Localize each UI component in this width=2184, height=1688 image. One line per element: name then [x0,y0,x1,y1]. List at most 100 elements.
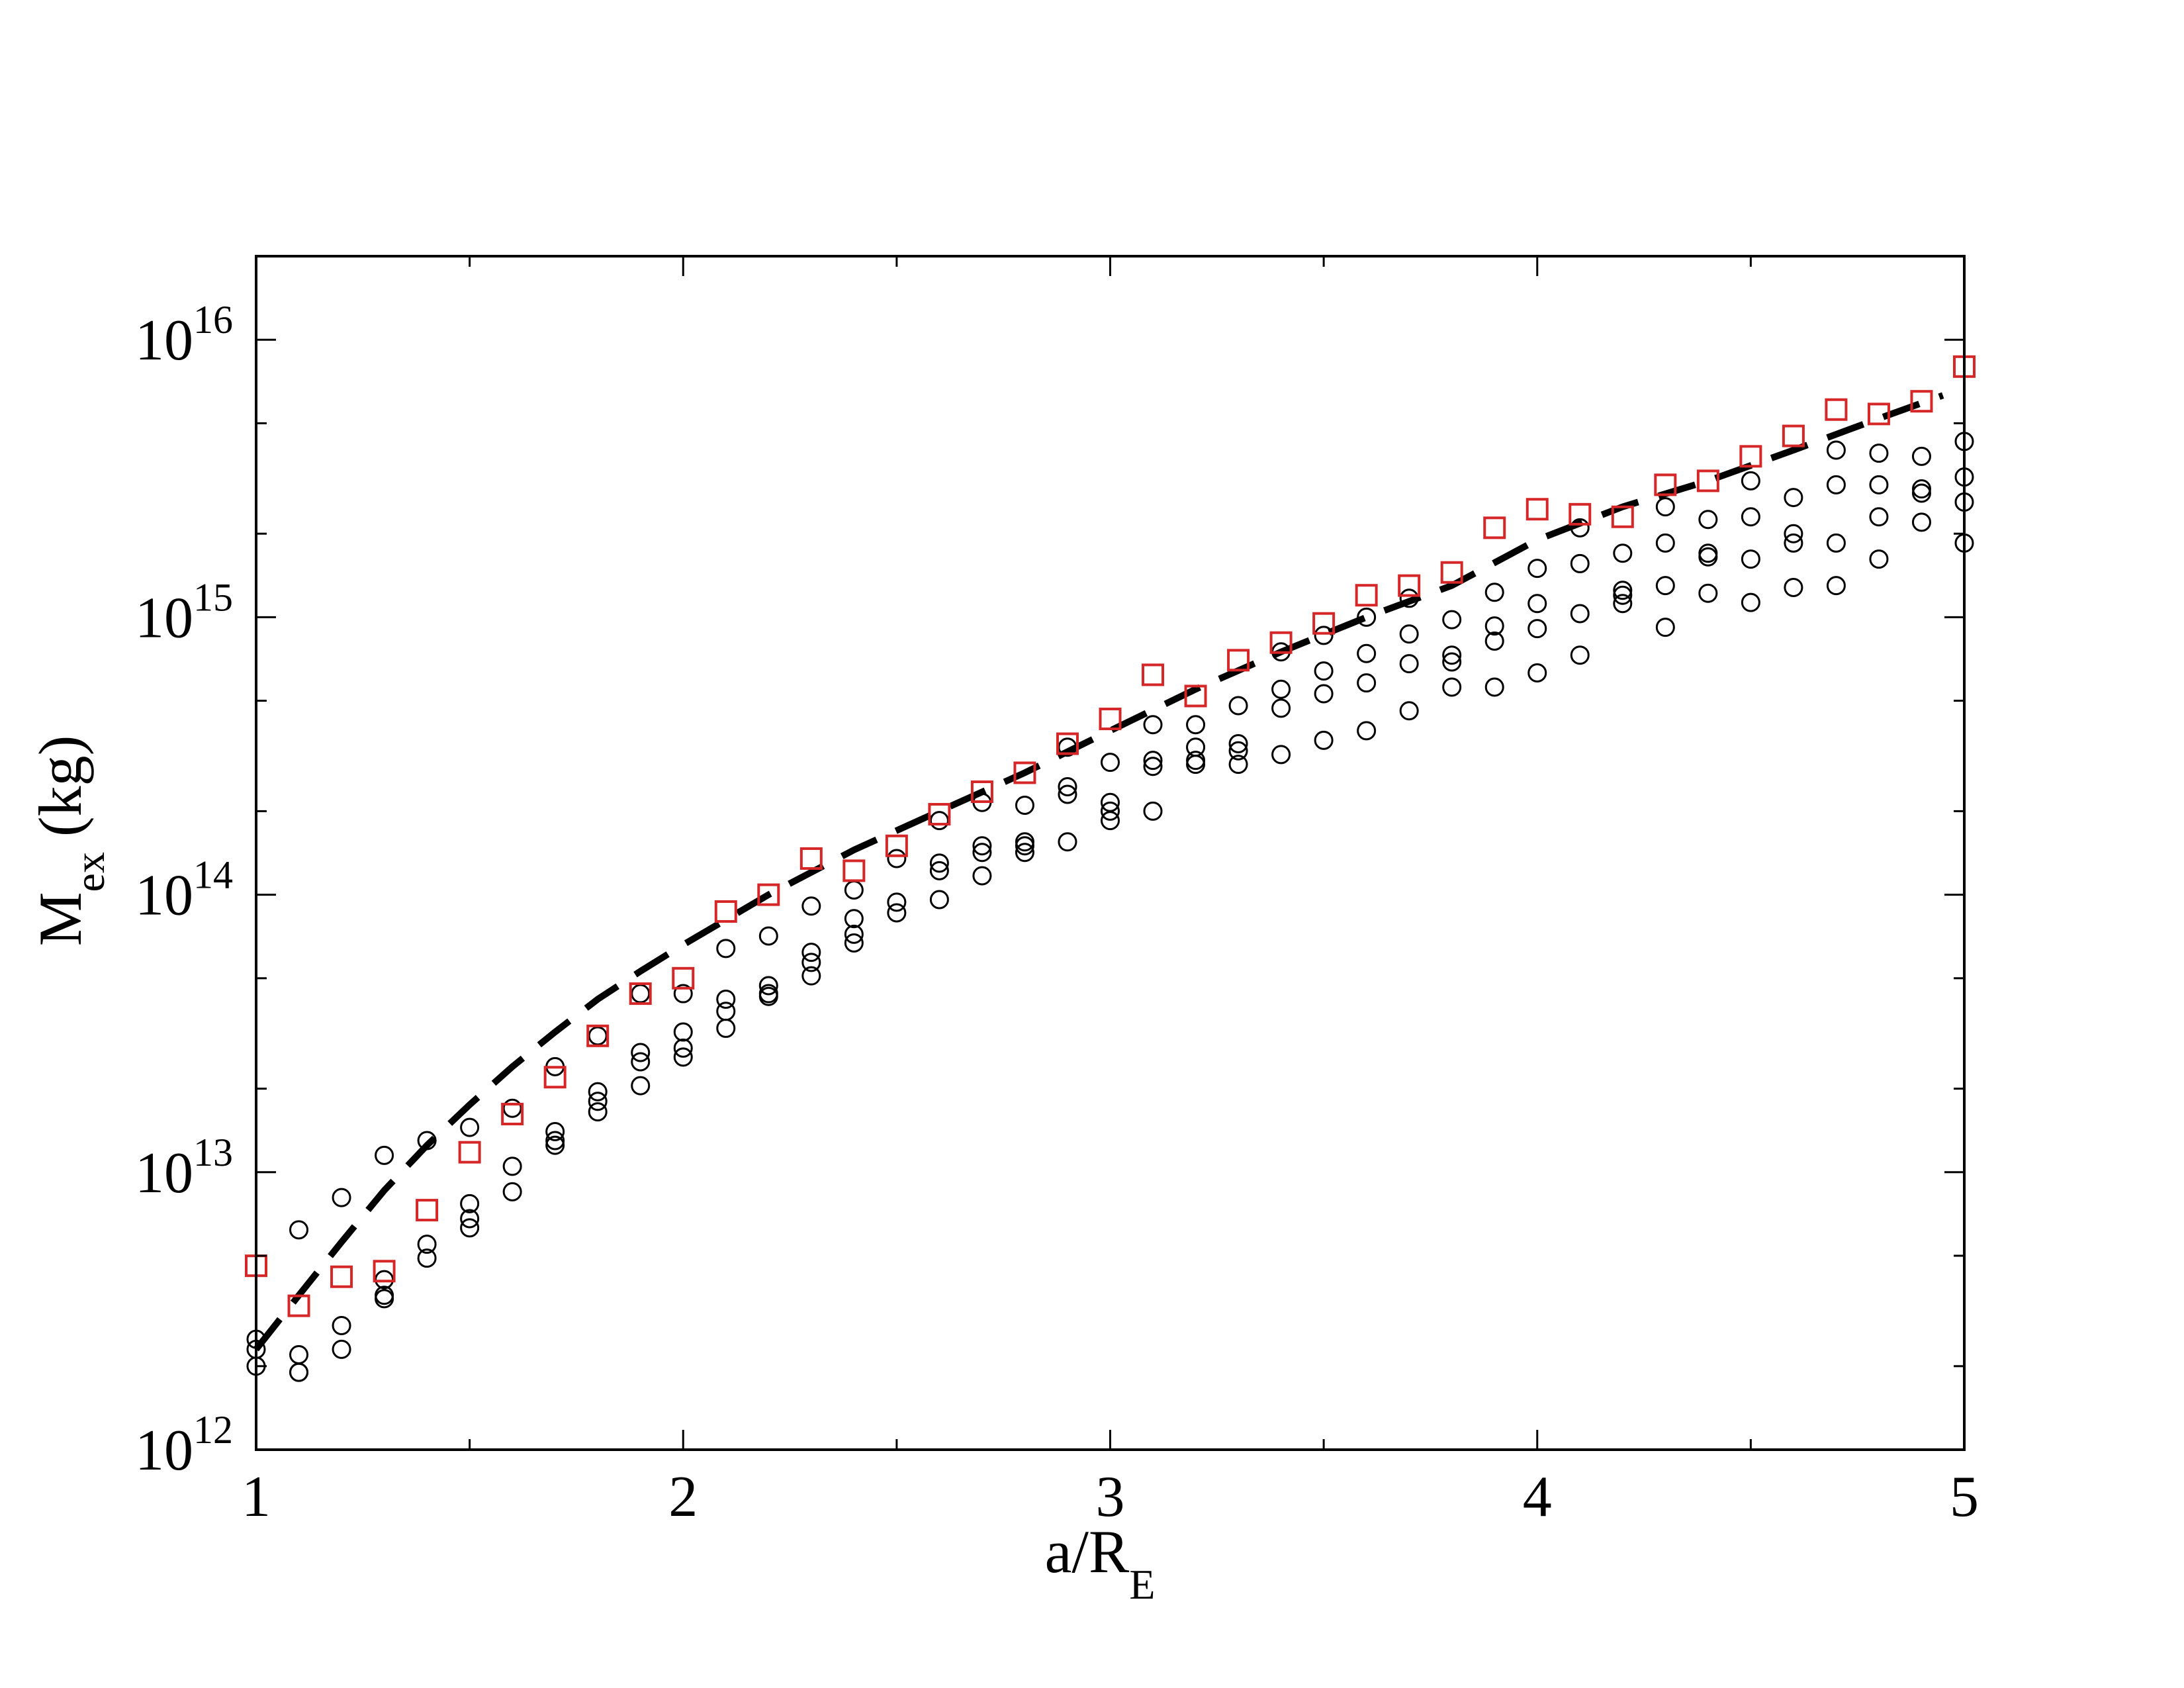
x-tick-label: 4 [1523,1465,1552,1529]
data-point-circle [1527,594,1547,614]
data-point-circle [1527,559,1547,579]
data-point-circle [972,843,992,863]
y-tick-label-exponent: 15 [193,575,233,619]
data-point-square [1739,445,1762,468]
data-point-circle [929,890,949,910]
data-point-circle [1271,745,1291,765]
y-tick-label: 1016 [135,298,233,373]
data-point-circle [375,1270,394,1289]
data-point-square [1056,732,1079,755]
data-point-square [458,1141,481,1164]
data-point-square [1654,473,1677,496]
data-point-circle [417,1248,437,1268]
data-point-circle [1741,507,1760,527]
x-tick-label: 5 [1950,1465,1979,1529]
data-point-circle [1698,547,1718,567]
data-point-circle [1357,721,1377,741]
data-point-circle [545,1122,565,1142]
data-point-circle [1570,604,1590,624]
data-point-square [1483,516,1506,539]
data-point-circle [588,1092,608,1111]
data-point-circle [1655,533,1675,553]
data-point-circle [1869,507,1889,527]
data-point-circle [1015,796,1034,816]
data-point-circle [1826,576,1846,596]
data-point-circle [758,926,778,946]
data-point-circle [1357,673,1377,693]
data-point-circle [1442,652,1462,672]
data-point-circle [1058,776,1077,796]
data-point-circle [375,1145,394,1165]
data-point-circle [716,1018,736,1038]
data-point-circle [1058,784,1077,804]
data-point-circle [929,853,949,873]
data-point-square [1099,708,1122,731]
y-tick-label-exponent: 16 [193,298,233,342]
x-axis-label-sub: E [1129,1561,1155,1608]
y-axis-label: Mex (kg) [26,735,113,947]
y-tick-label-exponent: 14 [193,853,233,897]
data-point-square [1910,390,1933,413]
data-point-circle [417,1235,437,1254]
data-point-circle [631,984,651,1004]
data-point-circle [1784,533,1803,553]
data-point-circle [1186,755,1206,774]
data-point-circle [502,1182,522,1201]
data-point-circle [332,1339,351,1359]
data-point-circle [1228,741,1248,761]
data-point-circle [758,976,778,996]
data-point-circle [1143,715,1163,735]
data-point-circle [460,1209,480,1229]
data-point-circle [1911,512,1931,532]
data-point-square [543,1066,567,1089]
data-point-circle [1741,592,1760,612]
data-point-circle [1484,632,1504,651]
data-point-square [799,847,823,870]
data-point-circle [332,1188,351,1207]
data-point-square [714,900,737,923]
data-point-circle [1784,577,1803,597]
data-point-circle [673,1047,693,1067]
data-point-circle [1442,610,1462,630]
data-point-circle [1314,626,1334,645]
data-point-circle [1058,832,1077,852]
data-point-square [1696,469,1719,492]
data-point-circle [887,903,907,923]
data-point-circle [631,1076,651,1096]
data-point-circle [1784,488,1803,508]
data-point-square [1440,561,1463,584]
data-point-circle [1399,654,1419,674]
data-point-circle [1698,510,1718,530]
data-point-circle [1655,576,1675,596]
data-point-circle [1613,581,1633,600]
data-point-circle [1741,471,1760,491]
data-point-square [970,780,993,804]
data-point-square [373,1260,396,1283]
y-tick-label-exponent: 12 [193,1408,233,1452]
y-axis-label-unit: (kg) [26,735,94,852]
data-point-circle [1613,594,1633,614]
y-tick-label-base: 10 [135,864,193,928]
data-point-circle [1015,843,1034,863]
data-point-circle [1442,645,1462,665]
data-point-circle [1101,801,1120,821]
data-point-circle [631,1043,651,1062]
data-point-circle [588,1082,608,1102]
series-line [253,392,1944,1352]
data-point-circle [1314,730,1334,750]
data-point-square [1312,612,1336,635]
data-point-circle [460,1218,480,1238]
data-point-square [842,859,866,882]
data-point-circle [716,939,736,959]
data-point-circle [1869,549,1889,569]
data-point-circle [1911,479,1931,499]
data-point-circle [1826,533,1846,553]
data-point-circle [545,1135,565,1155]
data-point-circle [1869,444,1889,463]
data-point-circle [673,1038,693,1058]
data-point-circle [1228,755,1248,774]
data-point-square [885,834,908,857]
chart-marks [245,355,1976,1382]
x-tick-label: 3 [1096,1465,1125,1529]
